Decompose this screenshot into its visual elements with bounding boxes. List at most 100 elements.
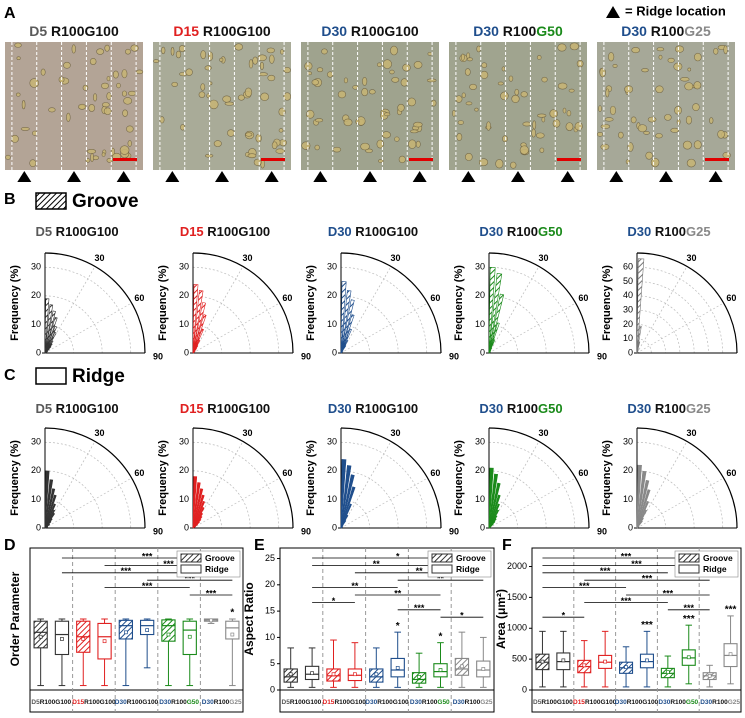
x-tick-part: D30 xyxy=(453,699,465,706)
y-tick-label: 20 xyxy=(623,319,633,329)
x-tick-part: D30 xyxy=(115,699,127,706)
cell xyxy=(311,79,319,86)
cell xyxy=(20,127,30,131)
cell xyxy=(511,94,520,103)
cell xyxy=(121,90,127,97)
cell xyxy=(693,81,702,90)
x-tick-label: D30R100G100 xyxy=(615,699,659,706)
cell xyxy=(112,70,119,79)
angle-label: 60 xyxy=(134,468,144,478)
box xyxy=(139,619,155,636)
cell xyxy=(452,109,456,117)
y-tick-label: 20 xyxy=(265,579,275,589)
legend-swatch xyxy=(678,553,700,563)
cell xyxy=(664,114,672,121)
wedge xyxy=(488,526,491,529)
x-tick-part: R100 xyxy=(712,699,728,706)
title-part: R100G100 xyxy=(347,23,419,39)
cell xyxy=(219,57,224,62)
cell xyxy=(408,139,417,149)
grid-arc xyxy=(340,266,428,354)
title: D5 R100G100 xyxy=(29,23,119,39)
title-part: R100 xyxy=(503,224,538,239)
y-tick-label: 20 xyxy=(623,465,633,475)
cell xyxy=(456,133,463,141)
y-axis-label: Frequency (%) xyxy=(9,440,21,516)
cell xyxy=(508,75,514,82)
angle-grid xyxy=(340,302,428,354)
y-tick-label: 0 xyxy=(270,684,275,694)
angle-grid xyxy=(44,302,132,354)
cell xyxy=(227,129,235,137)
micrograph xyxy=(5,42,143,170)
cell xyxy=(104,44,110,52)
cell xyxy=(562,107,567,114)
wedge xyxy=(488,473,499,529)
cell xyxy=(40,68,46,76)
legend-swatch xyxy=(431,564,453,574)
cell xyxy=(127,140,132,147)
wedge xyxy=(340,526,343,529)
mean xyxy=(561,658,566,663)
wedge xyxy=(44,316,58,354)
wedge xyxy=(192,302,206,354)
cell xyxy=(474,107,479,112)
grid-arc xyxy=(44,441,132,529)
angle-label: 60 xyxy=(134,293,144,303)
y-tick-label: 20 xyxy=(31,465,41,475)
cell xyxy=(89,58,97,65)
wedge xyxy=(192,488,204,529)
cell xyxy=(643,131,650,135)
mean xyxy=(102,639,107,644)
y-tick-label: 0 xyxy=(522,684,527,694)
cell xyxy=(686,158,696,168)
y-axis-label: Order Parameter xyxy=(8,571,22,666)
grid-arc xyxy=(192,441,280,529)
angle-label: 30 xyxy=(686,253,696,263)
box xyxy=(33,620,48,649)
outer-arc xyxy=(44,252,146,354)
cell xyxy=(531,128,536,138)
angle-label: 60 xyxy=(282,293,292,303)
y-tick-label: 30 xyxy=(475,437,485,447)
panel-label: D xyxy=(4,537,16,554)
y-tick-label: 10 xyxy=(265,632,275,642)
cell xyxy=(522,121,532,127)
x-tick-label: D30R100G25 xyxy=(700,699,740,706)
title-part: D5 xyxy=(35,224,52,239)
significance-star: *** xyxy=(641,620,653,631)
cell xyxy=(539,147,545,153)
cell xyxy=(709,117,714,124)
outer-arc xyxy=(340,427,442,529)
cell xyxy=(382,59,392,69)
title: D15 R100G100 xyxy=(180,401,270,416)
grid-arc xyxy=(488,441,576,529)
wedge xyxy=(488,351,491,354)
significance-label: ** xyxy=(394,588,402,598)
x-tick-part: G50 xyxy=(437,699,450,706)
cell xyxy=(532,120,537,130)
groove-swatch xyxy=(35,192,67,210)
title-part: D30 xyxy=(627,401,651,416)
grid-arc xyxy=(340,441,428,529)
y-axis-label: Frequency (%) xyxy=(305,265,317,341)
grid-arc xyxy=(192,470,251,529)
significance-label: * xyxy=(332,596,336,606)
angle-label: 90 xyxy=(301,351,311,361)
cell xyxy=(537,113,547,118)
cell xyxy=(314,144,320,151)
mean xyxy=(81,637,86,641)
cell xyxy=(315,118,324,123)
cell xyxy=(171,81,178,87)
legend-label: Ridge xyxy=(703,564,727,574)
cell xyxy=(96,48,104,55)
significance-label: *** xyxy=(184,574,195,584)
x-tick-part: R100 xyxy=(171,699,187,706)
title: D30 R100G25 xyxy=(627,401,710,416)
title-part: D15 xyxy=(180,224,204,239)
mean xyxy=(417,675,421,679)
y-tick-label: 10 xyxy=(623,494,633,504)
wedge xyxy=(488,293,505,354)
micrograph xyxy=(153,42,291,170)
mean xyxy=(540,659,545,664)
